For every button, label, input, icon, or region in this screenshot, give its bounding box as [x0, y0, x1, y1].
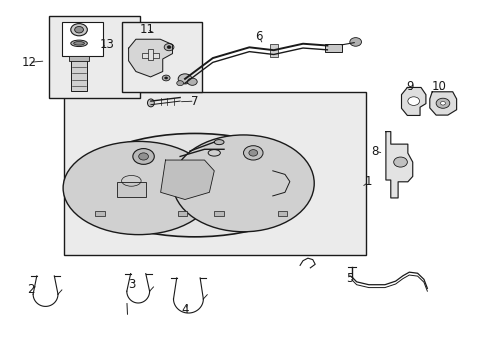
Circle shape [349, 38, 361, 46]
Text: 2: 2 [27, 283, 35, 296]
Circle shape [407, 97, 419, 105]
Circle shape [393, 157, 407, 167]
Ellipse shape [147, 99, 154, 107]
Bar [117, 182, 146, 197]
Circle shape [440, 102, 445, 105]
Bar [177, 211, 187, 216]
Circle shape [133, 149, 154, 165]
Ellipse shape [77, 134, 312, 237]
Text: 8: 8 [371, 145, 378, 158]
Bar [214, 211, 224, 216]
Ellipse shape [172, 135, 314, 232]
Text: 13: 13 [100, 38, 114, 51]
Bar [142, 53, 159, 58]
Bar [147, 49, 153, 59]
Circle shape [164, 77, 167, 79]
Text: 12: 12 [21, 56, 37, 69]
Circle shape [176, 81, 183, 86]
Polygon shape [429, 92, 456, 115]
Circle shape [164, 44, 174, 51]
Polygon shape [385, 132, 412, 198]
Bar [49, 16, 140, 98]
Text: 10: 10 [431, 80, 446, 93]
Text: 1: 1 [365, 175, 372, 188]
Bar [269, 44, 277, 57]
Text: 6: 6 [255, 30, 263, 43]
Polygon shape [401, 87, 425, 116]
Circle shape [167, 46, 171, 49]
Bar [122, 22, 202, 92]
Ellipse shape [63, 141, 214, 235]
Circle shape [162, 75, 170, 81]
Bar [325, 44, 341, 52]
Circle shape [435, 98, 449, 108]
Text: 7: 7 [191, 95, 198, 108]
Text: 9: 9 [406, 80, 413, 93]
Bar [71, 58, 87, 91]
Bar [69, 56, 89, 61]
Circle shape [71, 24, 87, 36]
Circle shape [248, 150, 257, 156]
Bar [61, 22, 103, 56]
Text: 5: 5 [345, 272, 352, 285]
Circle shape [139, 153, 148, 160]
Bar [64, 92, 366, 255]
Ellipse shape [74, 41, 84, 45]
Ellipse shape [214, 140, 224, 145]
Text: 11: 11 [139, 23, 154, 36]
Bar [277, 211, 287, 216]
Circle shape [187, 78, 197, 85]
Bar [95, 211, 104, 216]
Ellipse shape [71, 40, 87, 46]
Circle shape [75, 27, 83, 33]
Circle shape [178, 74, 191, 84]
Polygon shape [128, 39, 172, 77]
Polygon shape [160, 160, 214, 199]
Circle shape [243, 146, 263, 160]
Text: 3: 3 [127, 278, 135, 291]
Text: 4: 4 [181, 303, 188, 316]
